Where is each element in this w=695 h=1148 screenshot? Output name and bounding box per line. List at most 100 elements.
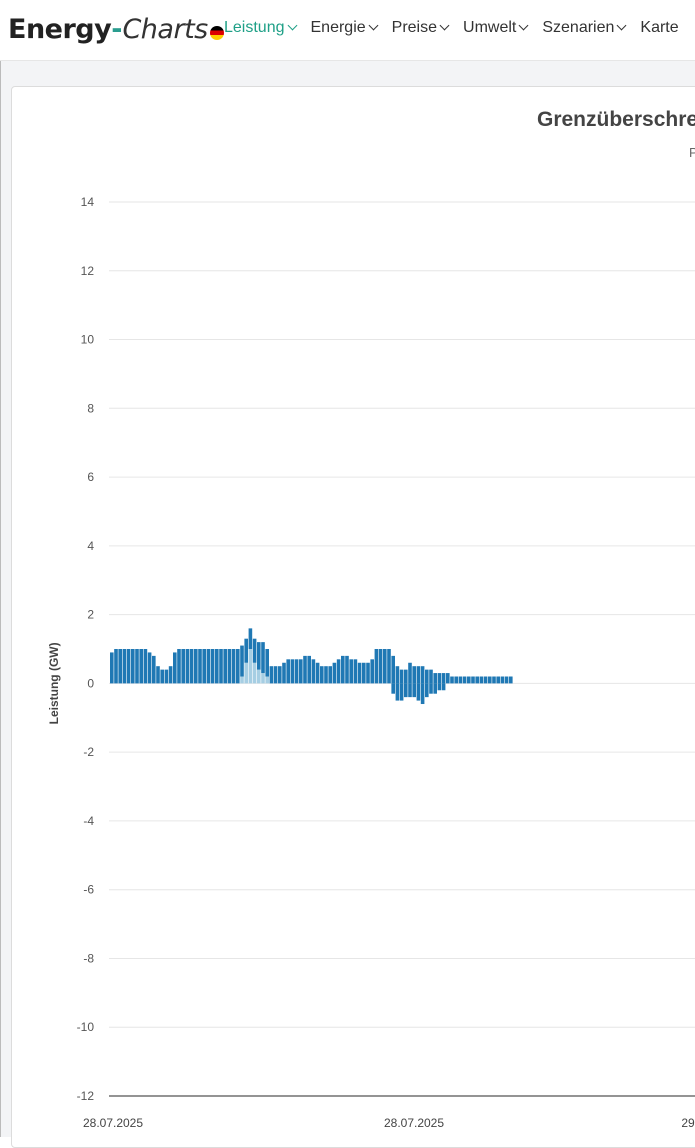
main-nav: Leistung Energie Preise Umwelt Szenarien… <box>224 19 694 37</box>
bar-segment <box>504 676 509 684</box>
y-tick-label: -8 <box>83 951 94 965</box>
bar-segment <box>454 676 458 684</box>
y-axis: 14 12 10 8 6 4 2 0 -2 -4 -6 -8 -10 -12 Leistung (GW) <box>47 195 94 1103</box>
bar-segment <box>425 669 429 684</box>
bar-segment <box>286 659 290 684</box>
bar-segment <box>488 676 492 684</box>
y-tick-label: 14 <box>81 195 95 209</box>
x-axis: 28.07.2025 28.07.2025 29 <box>83 1116 695 1130</box>
bar-segment <box>412 683 416 698</box>
bar-segment <box>231 649 236 684</box>
bar-segment <box>202 649 206 684</box>
bar-segment <box>156 666 160 684</box>
bar-segment <box>244 638 248 663</box>
bar-segment <box>483 676 488 684</box>
bar-segment <box>471 676 475 684</box>
bar-segment <box>362 662 366 684</box>
bar-segment <box>408 683 412 698</box>
bar-segment <box>206 649 211 684</box>
bar-segment <box>198 649 202 684</box>
bar-segment <box>210 649 215 684</box>
nav-preise[interactable]: Preise <box>392 19 450 37</box>
bar-segment <box>496 676 500 684</box>
chart-bars <box>110 628 513 705</box>
bar-segment <box>349 659 353 684</box>
x-tick-label: 28.07.2025 <box>384 1116 444 1130</box>
energy-charts-logo[interactable]: Energy-Charts <box>8 14 224 45</box>
nav-leistung[interactable]: Leistung <box>224 19 297 37</box>
y-tick-label: 10 <box>81 333 95 347</box>
bar-segment <box>475 676 479 684</box>
bar-segment <box>152 655 156 684</box>
bar-segment <box>290 659 295 684</box>
bar-segment <box>404 669 408 684</box>
bar-segment <box>492 676 496 684</box>
nav-karte[interactable]: Karte <box>640 19 678 37</box>
nav-umwelt[interactable]: Umwelt <box>463 19 529 37</box>
logo-italic: Charts <box>122 14 208 45</box>
bar-segment <box>374 649 379 684</box>
y-tick-label: 0 <box>87 676 94 690</box>
bar-segment <box>441 673 446 684</box>
bar-segment <box>395 683 400 701</box>
y-tick-label: 6 <box>87 470 94 484</box>
bar-segment <box>252 638 257 663</box>
y-tick-label: 2 <box>87 608 94 622</box>
bar-segment <box>160 669 164 684</box>
bar-segment <box>336 659 341 684</box>
bar-segment <box>269 666 274 684</box>
bar-segment <box>110 652 114 684</box>
bar-segment <box>328 666 332 684</box>
bar-segment <box>257 642 261 670</box>
bar-segment <box>416 666 421 684</box>
bar-segment <box>395 666 400 684</box>
bar-segment <box>437 683 442 691</box>
top-navigation-bar: Energy-Charts Leistung Energie Preise Um… <box>0 0 695 61</box>
window-edge <box>0 61 1 1137</box>
bar-segment <box>307 655 311 684</box>
bar-segment <box>240 676 244 684</box>
bar-segment <box>324 666 328 684</box>
bar-segment <box>189 649 194 684</box>
bar-segment <box>299 659 303 684</box>
bar-segment <box>173 652 177 684</box>
bar-segment <box>383 649 387 684</box>
bar-segment <box>278 666 282 684</box>
bar-segment <box>370 659 374 684</box>
bar-segment <box>265 649 269 677</box>
bar-segment <box>387 649 391 684</box>
bar-segment <box>450 676 454 684</box>
bar-segment <box>399 669 404 684</box>
bar-segment <box>378 649 383 684</box>
bar-segment <box>479 676 484 684</box>
bar-segment <box>282 662 286 684</box>
bar-segment <box>341 655 345 684</box>
bar-segment <box>240 645 244 677</box>
bar-segment <box>404 683 408 698</box>
y-axis-label: Leistung (GW) <box>47 642 61 724</box>
bar-segment <box>261 642 265 674</box>
y-tick-label: 8 <box>87 401 94 415</box>
bar-segment <box>500 676 505 684</box>
y-tick-label: 4 <box>87 539 94 553</box>
chart-subtitle: P <box>689 145 695 160</box>
bar-segment <box>294 659 299 684</box>
bar-segment <box>509 676 513 684</box>
bar-segment <box>420 683 425 705</box>
bar-segment <box>433 683 437 694</box>
logo-dash: - <box>111 14 123 45</box>
nav-energie[interactable]: Energie <box>310 19 379 37</box>
bar-segment <box>177 649 181 684</box>
bar-segment <box>366 662 370 684</box>
bar-segment <box>257 669 261 684</box>
bar-segment <box>420 666 425 684</box>
bar-segment <box>429 683 433 694</box>
nav-leistung-label: Leistung <box>224 19 285 36</box>
chart-card <box>11 86 695 1148</box>
bar-segment <box>143 649 148 684</box>
nav-szenarien[interactable]: Szenarien <box>542 19 627 37</box>
bar-segment <box>215 649 219 684</box>
bar-segment <box>441 683 446 691</box>
nav-energie-label: Energie <box>310 19 366 36</box>
